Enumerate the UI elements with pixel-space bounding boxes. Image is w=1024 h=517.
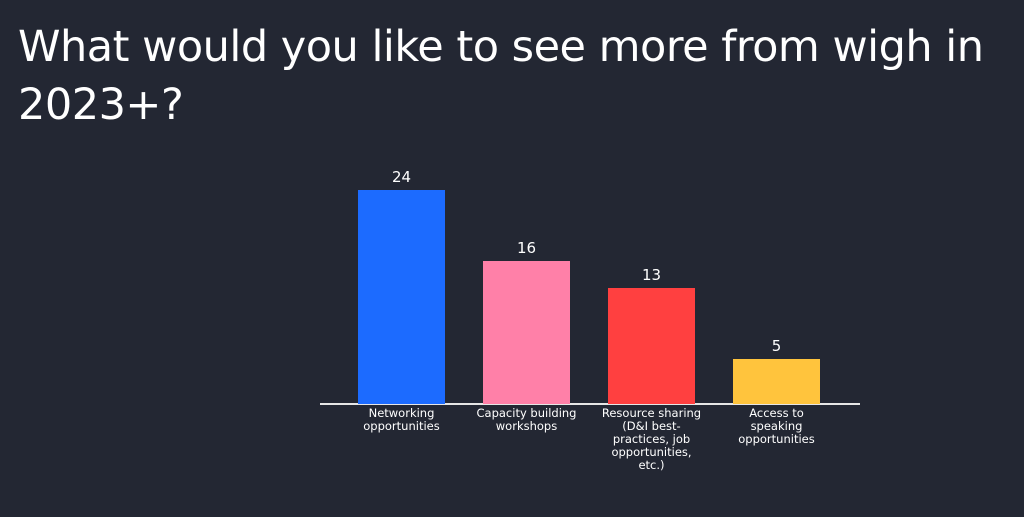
x-tick-label: Capacity building workshops: [476, 406, 577, 433]
bar: [483, 261, 570, 404]
x-axis-line: [320, 403, 860, 405]
chart-title: What would you like to see more from wig…: [18, 22, 984, 130]
value-label: 16: [516, 239, 537, 258]
value-label: 5: [771, 337, 782, 356]
bar: [608, 288, 695, 404]
x-tick-label: Resource sharing (D&I best-practices, jo…: [601, 406, 702, 472]
value-label: 24: [391, 168, 412, 186]
value-label: 13: [641, 266, 662, 285]
bar: [358, 190, 445, 404]
x-tick-label: Networking opportunities: [363, 406, 440, 433]
bar: [733, 359, 820, 404]
x-tick-label: Access to speaking opportunities: [738, 406, 815, 446]
